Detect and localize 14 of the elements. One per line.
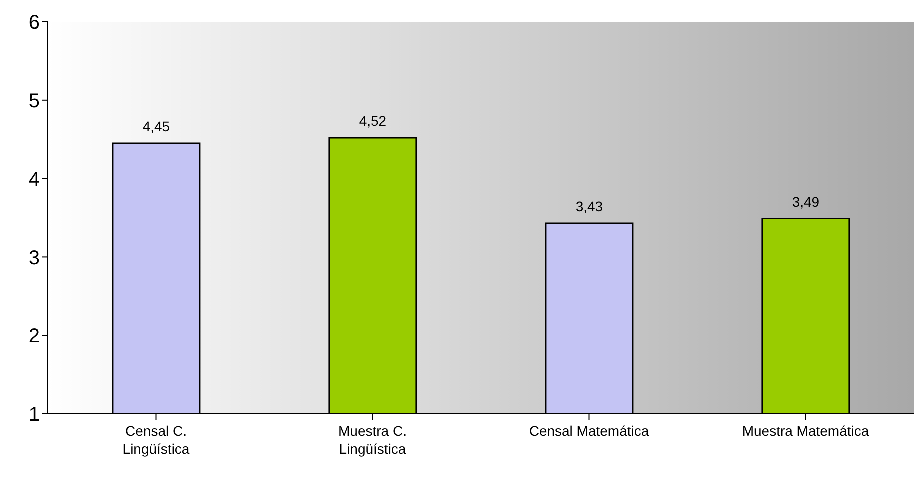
- x-tick-label: Censal Matemática: [529, 423, 650, 439]
- y-tick-label: 3: [28, 247, 40, 270]
- data-label: 3,49: [792, 194, 820, 210]
- y-tick-label: 4: [28, 168, 40, 191]
- x-tick-label: Censal C. Lingüística: [122, 423, 190, 457]
- x-tick-label: Muestra C. Lingüística: [338, 423, 407, 457]
- y-tick-label: 5: [28, 90, 40, 112]
- data-label: 4,45: [142, 118, 170, 135]
- data-label: 3,43: [576, 198, 604, 214]
- data-label: 4,52: [359, 113, 387, 130]
- y-tick-label: 1: [28, 404, 40, 426]
- y-tick-label: 2: [28, 326, 40, 348]
- y-tick-label: 6: [28, 12, 40, 34]
- x-tick-label: Muestra Matemática: [742, 423, 870, 439]
